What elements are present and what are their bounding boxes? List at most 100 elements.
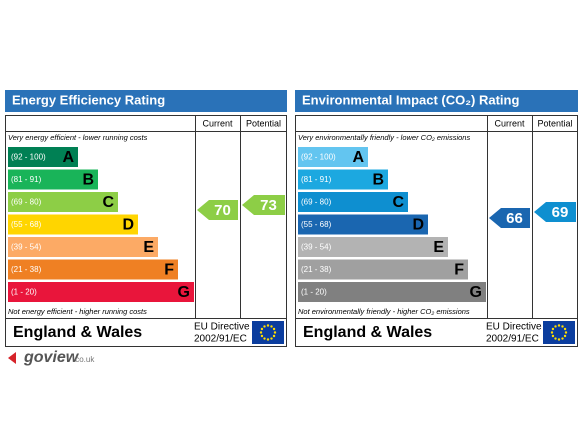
column-header: Potential <box>537 118 572 128</box>
directive: 2002/91/EC <box>486 334 539 345</box>
panel-title: Energy Efficiency Rating <box>12 92 165 107</box>
band <box>298 192 408 212</box>
eu-flag <box>543 321 575 344</box>
band-letter: C <box>102 194 114 211</box>
column-header: Potential <box>246 118 281 128</box>
eu-star <box>260 334 264 338</box>
eu-star <box>554 337 557 340</box>
eu-star <box>273 331 277 334</box>
band-letter: D <box>412 217 424 234</box>
column-header: Current <box>202 118 233 128</box>
band-range: (69 - 80) <box>301 198 332 207</box>
band-range: (1 - 20) <box>301 288 327 297</box>
band <box>8 192 118 212</box>
band-letter: A <box>62 149 74 166</box>
current-rating <box>197 200 238 220</box>
band <box>8 147 78 167</box>
band <box>8 169 98 190</box>
band-letter: F <box>164 262 174 279</box>
band <box>8 237 158 257</box>
current-rating-value: 66 <box>506 210 523 227</box>
top-note: Very energy efficient - lower running co… <box>8 133 148 142</box>
top-note: Very environmentally friendly - lower CO… <box>298 133 470 142</box>
potential-rating-value: 73 <box>260 197 277 214</box>
band-range: (39 - 54) <box>11 243 42 252</box>
band <box>8 214 138 235</box>
band-letter: E <box>143 239 154 256</box>
logo-name: goview <box>23 349 80 366</box>
band-range: (1 - 20) <box>11 288 37 297</box>
directive: 2002/91/EC <box>194 334 247 345</box>
eu-star <box>263 325 266 328</box>
band <box>8 282 194 302</box>
eu-star <box>259 331 263 334</box>
eu-star <box>260 327 264 331</box>
eu-star <box>550 331 554 334</box>
eu-star <box>564 331 568 334</box>
directive: EU Directive <box>486 322 542 333</box>
panel-title: Environmental Impact (CO₂) Rating <box>302 92 519 107</box>
eu-star <box>561 325 564 328</box>
eu-star <box>563 334 567 338</box>
eu-star <box>272 334 276 338</box>
band-range: (92 - 100) <box>301 153 336 162</box>
band <box>298 169 388 190</box>
band-letter: B <box>82 172 94 189</box>
band-range: (55 - 68) <box>11 220 42 229</box>
eu-star <box>551 334 555 338</box>
band-range: (92 - 100) <box>11 153 46 162</box>
band-letter: B <box>372 172 384 189</box>
eu-star <box>554 325 557 328</box>
eu-star <box>551 327 555 331</box>
eu-star <box>266 338 270 341</box>
eu-flag <box>252 321 284 344</box>
band-range: (81 - 91) <box>301 175 332 184</box>
panel-frame <box>295 115 578 347</box>
current-rating <box>489 208 530 228</box>
potential-rating <box>534 202 576 222</box>
band-range: (69 - 80) <box>11 198 42 207</box>
band-range: (55 - 68) <box>301 220 332 229</box>
band-letter: G <box>470 284 482 301</box>
band <box>298 147 368 167</box>
band <box>8 259 178 280</box>
eu-star <box>270 337 273 340</box>
panel-frame <box>5 115 287 347</box>
band <box>298 214 428 235</box>
eu-star <box>263 337 266 340</box>
eu-star <box>561 337 564 340</box>
band-range: (21 - 38) <box>301 265 332 274</box>
current-rating-value: 70 <box>214 202 231 219</box>
eu-star <box>563 327 567 331</box>
band-letter: G <box>178 284 190 301</box>
eu-star <box>270 325 273 328</box>
band-letter: A <box>352 149 364 166</box>
band-letter: F <box>454 262 464 279</box>
logo-domain: .co.uk <box>73 355 95 364</box>
eu-star <box>557 338 561 341</box>
band-letter: C <box>392 194 404 211</box>
directive: EU Directive <box>194 322 250 333</box>
potential-rating <box>242 195 285 215</box>
bottom-note: Not energy efficient - higher running co… <box>8 307 147 316</box>
potential-rating-value: 69 <box>552 204 569 221</box>
title-bar <box>5 90 287 112</box>
band-range: (21 - 38) <box>11 265 42 274</box>
band-range: (39 - 54) <box>301 243 332 252</box>
logo-icon <box>8 352 16 364</box>
column-header: Current <box>494 118 525 128</box>
eu-star <box>272 327 276 331</box>
band-range: (81 - 91) <box>11 175 42 184</box>
title-bar <box>295 90 578 112</box>
band <box>298 259 468 280</box>
region: England & Wales <box>303 324 432 341</box>
eu-star <box>266 324 270 327</box>
region: England & Wales <box>13 324 142 341</box>
band <box>298 237 448 257</box>
bottom-note: Not environmentally friendly - higher CO… <box>298 307 470 316</box>
band <box>298 282 486 302</box>
eu-star <box>557 324 561 327</box>
band-letter: D <box>122 217 134 234</box>
band-letter: E <box>433 239 444 256</box>
